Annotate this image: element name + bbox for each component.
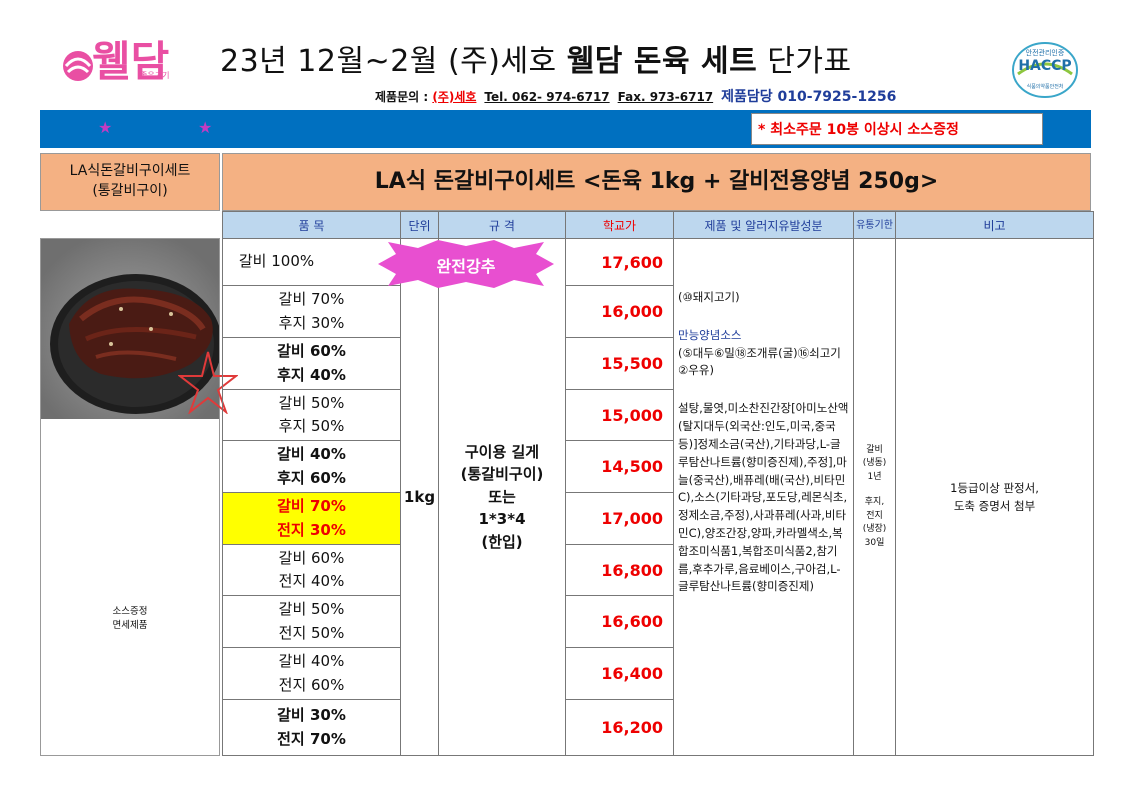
company-name: (주)세호 bbox=[432, 90, 477, 104]
header-item: 품 목 bbox=[222, 211, 401, 239]
shelf-life-cell: 갈비 (냉동) 1년 후지, 전지 (냉장) 30일 bbox=[853, 238, 896, 756]
telephone: Tel. 062- 974-6717 bbox=[484, 90, 610, 104]
fax: Fax. 973-6717 bbox=[617, 90, 714, 104]
table-row: 갈비 70% 전지 30% 17,000 bbox=[222, 492, 1094, 545]
set-title: LA식 돈갈비구이세트 <돈육 1kg + 갈비전용양념 250g> bbox=[222, 153, 1091, 211]
haccp-bottom-text: 식품의약품안전처 bbox=[1026, 84, 1064, 90]
header-unit: 단위 bbox=[400, 211, 439, 239]
table-row: 갈비 100% 1kg 구이용 길게 (통갈비구이) 또는 1*3*4 (한입)… bbox=[222, 238, 1094, 756]
header-remarks: 비고 bbox=[895, 211, 1094, 239]
haccp-certification-icon bbox=[1012, 42, 1078, 98]
remarks-cell: 1등급이상 판정서, 도축 증명서 첨부 bbox=[895, 238, 1094, 756]
price-cell: 17,600 bbox=[565, 238, 674, 286]
logo-text: 웰담 bbox=[92, 37, 170, 86]
table-row: 갈비 70% 후지 30% 16,000 bbox=[222, 285, 1094, 338]
contact-line: 제품문의 : (주)세호 Tel. 062- 974-6717 Fax. 973-6… bbox=[375, 89, 897, 105]
price-cell: 16,600 bbox=[565, 595, 674, 648]
ingredients-cell: (⑩돼지고기) 만능양념소스 (⑤대두⑥밀⑱조개류(굴)⑯쇠고기②우유) 설탕,… bbox=[673, 238, 854, 756]
item-cell: 갈비 60% 전지 40% bbox=[222, 544, 401, 596]
table-row: 갈비 30% 전지 70% 16,200 bbox=[222, 699, 1094, 756]
item-cell: 갈비 100% bbox=[222, 238, 401, 286]
star-icon: ★ bbox=[198, 118, 213, 137]
unit-cell: 1kg bbox=[400, 238, 439, 756]
item-cell: 갈비 70% 후지 30% bbox=[222, 285, 401, 338]
product-image-column bbox=[40, 238, 220, 756]
price-cell: 17,000 bbox=[565, 492, 674, 545]
set-name-line1: LA식돈갈비구이세트 bbox=[69, 163, 191, 180]
haccp-label: HACCP bbox=[1018, 58, 1072, 74]
item-cell: 갈비 50% 전지 50% bbox=[222, 595, 401, 648]
table-row: 갈비 50% 후지 50% 15,000 bbox=[222, 389, 1094, 441]
recommend-badge bbox=[378, 240, 554, 288]
price-cell: 16,400 bbox=[565, 647, 674, 700]
logo-subtext: 좋은고기 bbox=[140, 71, 170, 80]
grilled-ribs-photo bbox=[41, 239, 219, 419]
star-icon: ★ bbox=[98, 118, 113, 137]
set-name-cell: LA식돈갈비구이세트 (통갈비구이) bbox=[40, 153, 220, 211]
price-cell: 16,200 bbox=[565, 699, 674, 756]
item-cell: 갈비 30% 전지 70% bbox=[222, 699, 401, 756]
header-ingredients: 제품 및 알러지유발성분 bbox=[673, 211, 854, 239]
price-cell: 15,500 bbox=[565, 337, 674, 390]
page-title: 23년 12월~2월 (주)세호 웰담 돈육 세트 단가표 bbox=[220, 44, 852, 79]
header-school-price: 학교가 bbox=[565, 211, 674, 239]
item-cell-highlighted: 갈비 70% 전지 30% bbox=[222, 492, 401, 545]
item-cell: 갈비 40% 전지 60% bbox=[222, 647, 401, 700]
table-row: 갈비 60% 후지 40% 15,500 bbox=[222, 337, 1094, 390]
set-name-line2: (통갈비구이) bbox=[92, 183, 168, 199]
min-order-notice: * 최소주문 10봉 이상시 소스증정 bbox=[751, 113, 1043, 145]
product-manager: 제품담당 010-7925-1256 bbox=[721, 89, 897, 105]
haccp-top-text: 안전관리인증 bbox=[1025, 49, 1065, 57]
price-cell: 16,000 bbox=[565, 285, 674, 338]
table-row: 갈비 40% 전지 60% 16,400 bbox=[222, 647, 1094, 700]
price-cell: 14,500 bbox=[565, 440, 674, 493]
promo-note: 소스증정 면세제품 bbox=[112, 606, 148, 632]
spec-cell: 구이용 길게 (통갈비구이) 또는 1*3*4 (한입) bbox=[438, 238, 566, 756]
price-table: 품 목 단위 규 격 학교가 제품 및 알러지유발성분 유통기한 비고 갈비 1… bbox=[222, 211, 1094, 756]
header-shelf-life: 유통기한 bbox=[853, 211, 896, 239]
recommend-badge-label: 완전강추 bbox=[436, 257, 496, 276]
item-cell: 갈비 40% 후지 60% bbox=[222, 440, 401, 493]
price-cell: 15,000 bbox=[565, 389, 674, 441]
welldam-logo bbox=[63, 51, 93, 81]
header-spec: 규 격 bbox=[438, 211, 566, 239]
table-row: 갈비 60% 전지 40% 16,800 bbox=[222, 544, 1094, 596]
item-cell: 갈비 60% 후지 40% bbox=[222, 337, 401, 390]
table-row: 갈비 40% 후지 60% 14,500 bbox=[222, 440, 1094, 493]
item-cell: 갈비 50% 후지 50% bbox=[222, 389, 401, 441]
price-cell: 16,800 bbox=[565, 544, 674, 596]
